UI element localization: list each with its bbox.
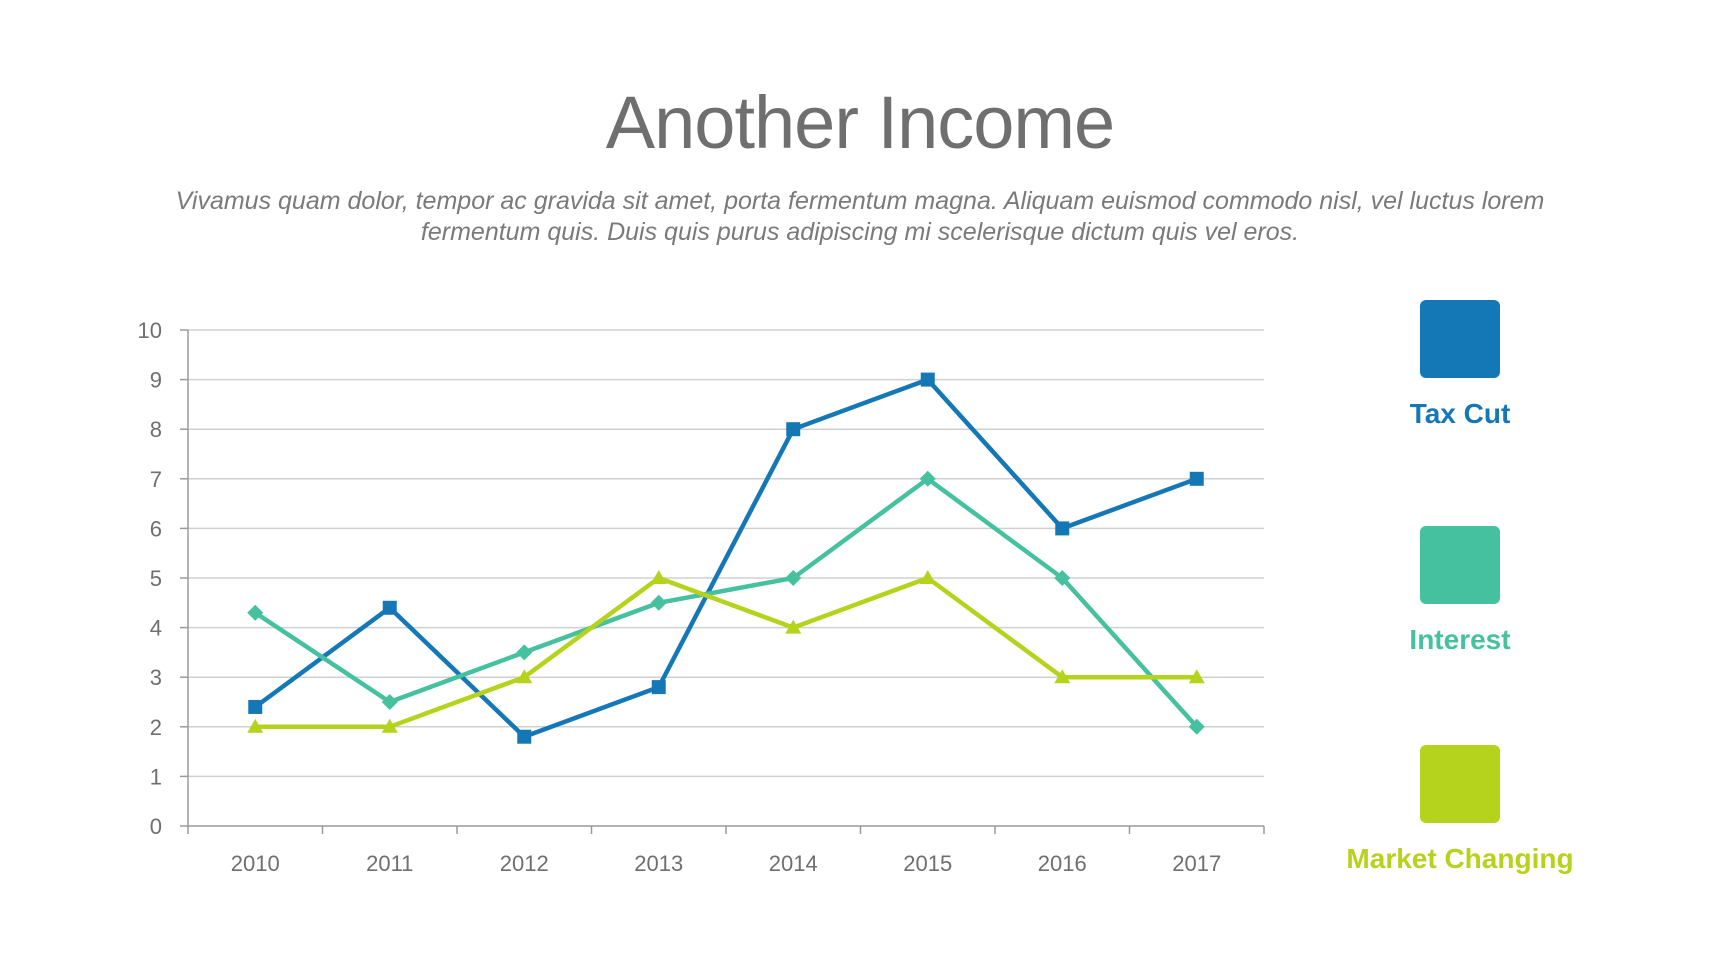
- y-tick-label: 9: [150, 368, 162, 393]
- axes: 0 1 2 3 4 5 6 7 8 9 10 2010 2011 2012 2013 2014 2015 2016…: [138, 318, 1265, 876]
- x-tick-label: 2010: [231, 851, 280, 876]
- data-point: [919, 570, 936, 584]
- data-point: [1055, 521, 1070, 536]
- subtitle-line-2: fermentum quis. Duis quis purus adipisci…: [420, 218, 1300, 246]
- legend-item-tax-cut[interactable]: Tax Cut: [1300, 300, 1620, 430]
- legend: Tax Cut Interest Market Changing: [1300, 0, 1620, 966]
- data-point: [247, 604, 264, 621]
- data-point: [650, 570, 667, 584]
- x-tick-label: 2016: [1038, 851, 1087, 876]
- y-tick-label: 5: [150, 566, 162, 591]
- x-tick-label: 2012: [500, 851, 549, 876]
- data-point: [920, 372, 935, 387]
- legend-item-interest[interactable]: Interest: [1300, 526, 1620, 656]
- legend-swatch-market-changing: [1420, 745, 1500, 823]
- legend-label-tax-cut: Tax Cut: [1409, 398, 1511, 429]
- y-tick-label: 0: [150, 814, 162, 839]
- x-tick-label: 2017: [1172, 851, 1221, 876]
- data-point: [1189, 471, 1204, 486]
- series-interest: [247, 470, 1205, 735]
- data-point: [516, 669, 533, 684]
- data-point: [516, 644, 533, 661]
- data-point: [381, 718, 398, 733]
- data-point: [1188, 718, 1205, 735]
- slide-title: Another Income: [605, 81, 1115, 164]
- subtitle-line-1: Vivamus quam dolor, tempor ac gravida si…: [175, 187, 1545, 215]
- series-line-market-changing: [255, 575, 1197, 730]
- x-tick-label: 2015: [903, 851, 952, 876]
- y-tick-label: 8: [150, 417, 162, 442]
- data-point: [1054, 570, 1071, 586]
- y-tick-label: 6: [150, 516, 162, 541]
- data-point: [785, 619, 802, 634]
- legend-label-market-changing: Market Changing: [1346, 843, 1574, 874]
- data-point: [651, 680, 666, 695]
- legend-item-market-changing[interactable]: Market Changing: [1300, 745, 1620, 875]
- y-tick-label: 1: [150, 764, 162, 789]
- slide-subtitle: Vivamus quam dolor, tempor ac gravida si…: [110, 186, 1610, 248]
- data-point: [1188, 669, 1205, 684]
- legend-swatch-interest: [1420, 526, 1500, 604]
- series-market-changing: [247, 570, 1205, 733]
- series-line-tax-cut: [253, 377, 1198, 739]
- series-line-interest: [254, 476, 1199, 729]
- data-point: [517, 729, 532, 744]
- data-point: [786, 422, 801, 437]
- data-point: [785, 570, 802, 586]
- legend-label-interest: Interest: [1409, 624, 1511, 655]
- data-point: [247, 718, 264, 733]
- y-tick-label: 4: [150, 616, 162, 641]
- legend-swatch-tax-cut: [1420, 300, 1500, 378]
- x-tick-label: 2014: [769, 851, 818, 876]
- y-tick-label: 10: [138, 318, 162, 343]
- data-point: [382, 600, 397, 615]
- y-tick-label: 3: [150, 665, 162, 690]
- data-point: [1054, 669, 1071, 684]
- grid-lines: [188, 329, 1264, 778]
- x-tick-label: 2013: [634, 851, 683, 876]
- data-point: [919, 470, 936, 487]
- data-point: [381, 694, 398, 710]
- series-tax-cut: [248, 372, 1204, 744]
- y-tick-label: 2: [150, 715, 162, 740]
- y-tick-label: 7: [150, 467, 162, 492]
- series: [247, 372, 1205, 744]
- data-point: [650, 594, 667, 611]
- x-tick-label: 2011: [366, 851, 413, 876]
- data-point: [248, 699, 263, 714]
